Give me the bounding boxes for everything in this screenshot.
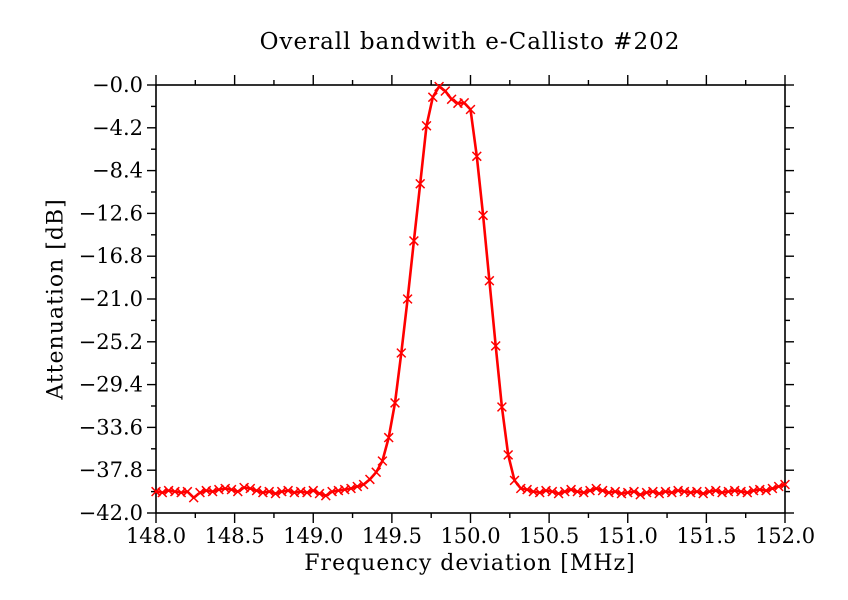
data-line <box>154 85 787 500</box>
y-tick-label: −12.6 <box>79 201 143 225</box>
y-tick-labels: −0.0 −4.2 −8.4 −12.6 −16.8 −21.0 −25.2 −29.4 −33… <box>79 73 143 525</box>
plot-frame <box>155 84 786 514</box>
y-tick-label: −25.2 <box>79 330 143 354</box>
y-tick-label: −21.0 <box>79 287 143 311</box>
y-tick-label: −8.4 <box>92 159 143 183</box>
data-markers <box>151 81 790 503</box>
x-tick-labels: 148.0 148.5 149.0 149.5 150.0 150.5 151.0 151.5… <box>126 524 815 548</box>
x-tick-label: 149.5 <box>362 524 422 548</box>
y-tick-label: −37.8 <box>79 458 143 482</box>
chart-title: Overall bandwith e-Callisto #202 <box>259 29 681 55</box>
y-tick-label: −4.2 <box>92 116 143 140</box>
x-tick-label: 150.5 <box>519 524 579 548</box>
x-tick-label: 151.0 <box>598 524 658 548</box>
x-tick-label: 149.0 <box>283 524 343 548</box>
y-tick-label: −0.0 <box>92 73 143 97</box>
x-tick-label: 148.5 <box>205 524 265 548</box>
y-tick-label: −33.6 <box>79 415 143 439</box>
x-tick-label: 150.0 <box>440 524 500 548</box>
y-tick-label: −42.0 <box>79 501 143 525</box>
axis-ticks <box>147 75 794 523</box>
y-tick-label: −29.4 <box>79 373 143 397</box>
x-axis-label: Frequency deviation [MHz] <box>304 551 636 576</box>
y-tick-label: −16.8 <box>79 244 143 268</box>
x-tick-label: 151.5 <box>676 524 736 548</box>
x-tick-label: 148.0 <box>126 524 186 548</box>
x-tick-label: 152.0 <box>755 524 815 548</box>
